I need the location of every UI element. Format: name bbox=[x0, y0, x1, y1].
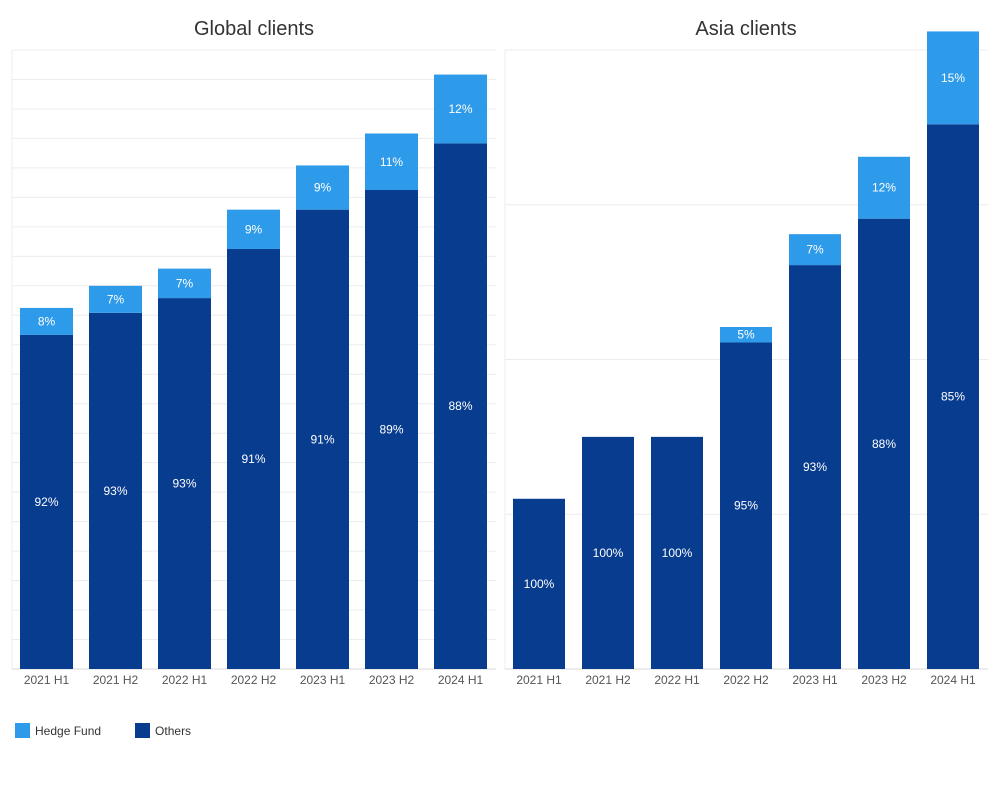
global-bar-hedge-fund bbox=[89, 285, 142, 313]
global-data-label: 88% bbox=[448, 399, 472, 413]
global-data-label: 91% bbox=[310, 432, 334, 446]
global-bar-hedge-fund bbox=[365, 133, 418, 191]
asia-data-label: 7% bbox=[806, 243, 824, 257]
global-x-tick-label: 2024 H1 bbox=[438, 673, 484, 687]
legend-label-others: Others bbox=[155, 723, 192, 738]
global-bar-others bbox=[434, 143, 487, 670]
asia-data-label: 15% bbox=[941, 71, 965, 85]
asia-data-label: 93% bbox=[803, 460, 827, 474]
asia-x-tick-label: 2021 H2 bbox=[585, 673, 631, 687]
asia-x-tick-label: 2022 H1 bbox=[654, 673, 700, 687]
global-bar-hedge-fund bbox=[20, 307, 73, 335]
global-data-label: 12% bbox=[448, 102, 472, 116]
global-bar-hedge-fund bbox=[296, 165, 349, 210]
asia-data-label: 100% bbox=[593, 546, 624, 560]
asia-bar-others bbox=[513, 498, 565, 669]
asia-x-tick-label: 2023 H1 bbox=[792, 673, 838, 687]
asia-bar-hedge-fund bbox=[858, 156, 910, 219]
asia-bar-others bbox=[789, 265, 841, 669]
legend-item-others[interactable]: Others bbox=[135, 723, 191, 738]
global-x-tick-label: 2022 H2 bbox=[231, 673, 277, 687]
global-data-label: 92% bbox=[34, 495, 58, 509]
asia-bar-others bbox=[582, 436, 634, 669]
global-x-tick-label: 2021 H1 bbox=[24, 673, 70, 687]
global-data-label: 8% bbox=[38, 314, 56, 328]
global-data-label: 91% bbox=[241, 452, 265, 466]
global-x-tick-label: 2021 H2 bbox=[93, 673, 139, 687]
global-x-tick-label: 2023 H1 bbox=[300, 673, 346, 687]
global-data-label: 89% bbox=[379, 423, 403, 437]
asia-x-tick-label: 2024 H1 bbox=[930, 673, 976, 687]
hedge-fund-swatch bbox=[15, 723, 30, 738]
global-bar-others bbox=[89, 312, 142, 669]
global-bar-others bbox=[227, 248, 280, 669]
asia-bar-hedge-fund bbox=[720, 327, 772, 343]
asia-bar-others bbox=[858, 218, 910, 670]
global-bar-hedge-fund bbox=[434, 74, 487, 144]
global-bar-others bbox=[296, 209, 349, 669]
global-bar-hedge-fund bbox=[227, 209, 280, 249]
legend: Hedge Fund Others bbox=[15, 723, 225, 738]
asia-x-tick-label: 2022 H2 bbox=[723, 673, 769, 687]
legend-item-hedge-fund[interactable]: Hedge Fund bbox=[15, 723, 101, 738]
others-swatch bbox=[135, 723, 151, 738]
global-chart-title: Global clients bbox=[194, 18, 314, 40]
global-data-label: 93% bbox=[172, 477, 196, 491]
legend-label-hedge-fund: Hedge Fund bbox=[35, 723, 102, 738]
asia-bar-others bbox=[720, 342, 772, 669]
global-data-label: 9% bbox=[314, 181, 332, 195]
global-bar-hedge-fund bbox=[158, 268, 211, 299]
global-data-label: 11% bbox=[380, 155, 403, 169]
asia-data-label: 100% bbox=[524, 577, 555, 591]
asia-data-label: 100% bbox=[662, 546, 693, 560]
global-data-label: 7% bbox=[176, 276, 194, 290]
global-bar-others bbox=[20, 334, 73, 669]
global-bar-others bbox=[365, 190, 418, 669]
asia-chart-title: Asia clients bbox=[695, 18, 796, 40]
global-data-label: 9% bbox=[245, 222, 263, 236]
global-x-tick-label: 2022 H1 bbox=[162, 673, 208, 687]
asia-bar-hedge-fund bbox=[789, 234, 841, 266]
global-data-label: 7% bbox=[107, 292, 125, 306]
asia-data-label: 95% bbox=[734, 499, 758, 513]
asia-bar-hedge-fund bbox=[927, 31, 979, 125]
global-x-tick-label: 2023 H2 bbox=[369, 673, 415, 687]
global-bar-others bbox=[158, 298, 211, 669]
asia-data-label: 85% bbox=[941, 390, 965, 404]
asia-data-label: 5% bbox=[737, 328, 755, 342]
asia-x-tick-label: 2021 H1 bbox=[516, 673, 562, 687]
asia-bar-others bbox=[651, 436, 703, 669]
asia-bar-others bbox=[927, 124, 979, 669]
asia-data-label: 12% bbox=[872, 181, 896, 195]
asia-x-tick-label: 2023 H2 bbox=[861, 673, 907, 687]
asia-data-label: 88% bbox=[872, 437, 896, 451]
global-data-label: 93% bbox=[103, 484, 127, 498]
